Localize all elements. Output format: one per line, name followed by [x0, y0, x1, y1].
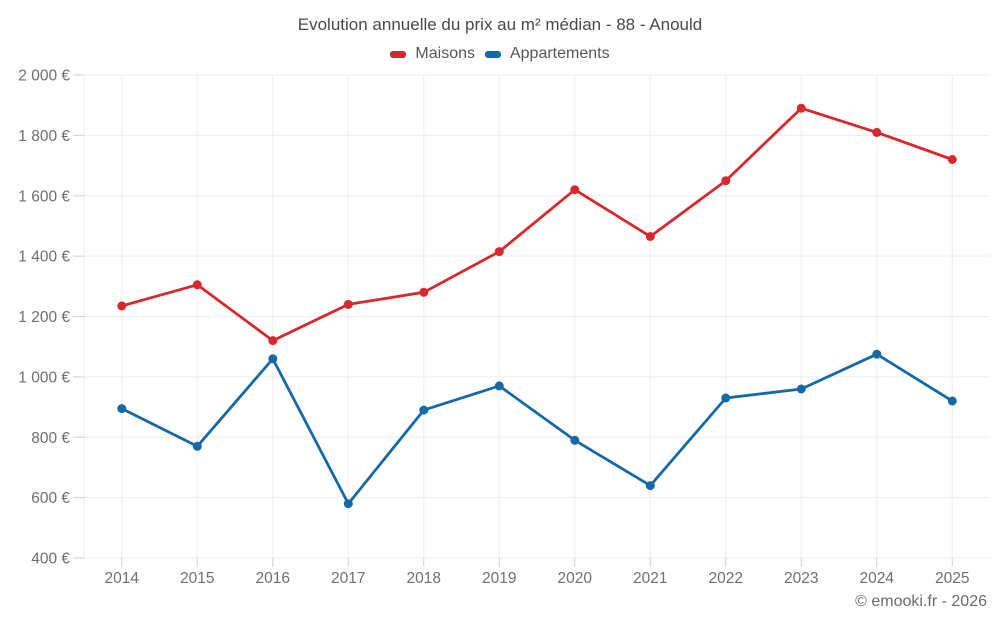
chart-title: Evolution annuelle du prix au m² médian …: [297, 15, 703, 34]
x-axis-label: 2015: [180, 570, 214, 587]
data-point-appartements-2024[interactable]: [872, 349, 882, 359]
y-axis-label: 800 €: [31, 430, 70, 447]
y-axis-label: 1 400 €: [18, 249, 70, 266]
appartements-series-swatch-icon: [484, 50, 501, 58]
series-line-maisons: [120, 106, 954, 342]
data-point-maisons-2014[interactable]: [117, 301, 127, 311]
x-axis-label: 2024: [860, 570, 895, 587]
y-axis-label: 1 800 €: [18, 128, 70, 145]
legend-label-appartements: Appartements: [509, 45, 610, 62]
legend-item-appartements[interactable]: Appartements: [484, 45, 610, 63]
copyright: © emooki.fr - 2026: [855, 593, 987, 610]
data-point-appartements-2023[interactable]: [796, 384, 806, 394]
x-axis-label: 2023: [784, 570, 818, 587]
data-point-maisons-2021[interactable]: [645, 232, 655, 241]
y-axis-label: 600 €: [31, 490, 70, 507]
data-point-appartements-2017[interactable]: [343, 499, 353, 509]
data-point-maisons-2019[interactable]: [494, 247, 504, 257]
data-point-maisons-2015[interactable]: [192, 280, 202, 290]
data-point-appartements-2015[interactable]: [192, 441, 202, 451]
y-axis-label: 1 000 €: [18, 369, 70, 386]
y-axis-label: 1 200 €: [18, 309, 70, 326]
x-axis-label: 2018: [407, 570, 441, 587]
data-point-appartements-2014[interactable]: [117, 404, 127, 414]
x-axis-label: 2025: [935, 570, 969, 587]
x-axis-label: 2014: [105, 570, 140, 587]
data-point-appartements-2020[interactable]: [570, 435, 580, 445]
data-point-appartements-2025[interactable]: [947, 396, 957, 406]
data-point-appartements-2018[interactable]: [419, 405, 429, 415]
x-axis-label: 2017: [331, 570, 365, 587]
x-axis-label: 2020: [558, 570, 593, 587]
data-point-maisons-2018[interactable]: [419, 287, 429, 297]
x-axis-label: 2016: [256, 570, 290, 587]
data-point-appartements-2019[interactable]: [494, 381, 504, 391]
x-axis-label: 2019: [482, 570, 516, 587]
data-point-maisons-2022[interactable]: [721, 176, 731, 186]
data-point-maisons-2017[interactable]: [343, 299, 353, 309]
data-point-maisons-2025[interactable]: [947, 155, 957, 164]
x-axis-label: 2022: [709, 570, 743, 587]
legend-item-maisons[interactable]: Maisons: [390, 45, 475, 63]
data-point-appartements-2016[interactable]: [268, 354, 278, 364]
y-axis-label: 400 €: [31, 551, 70, 568]
data-point-maisons-2016[interactable]: [268, 336, 278, 346]
legend-label-maisons: Maisons: [415, 45, 475, 62]
data-point-maisons-2023[interactable]: [796, 103, 806, 113]
series-line-appartements: [120, 352, 954, 506]
chart-legend: Maisons Appartements: [0, 44, 1000, 64]
y-axis-label: 1 600 €: [18, 188, 70, 205]
data-point-appartements-2022[interactable]: [721, 393, 731, 403]
data-point-maisons-2020[interactable]: [570, 185, 580, 195]
maisons-series-swatch-icon: [390, 50, 407, 58]
y-axis-label: 2 000 €: [18, 68, 70, 85]
data-point-maisons-2024[interactable]: [872, 127, 882, 137]
x-axis-label: 2021: [633, 570, 667, 587]
data-point-appartements-2021[interactable]: [645, 481, 655, 491]
